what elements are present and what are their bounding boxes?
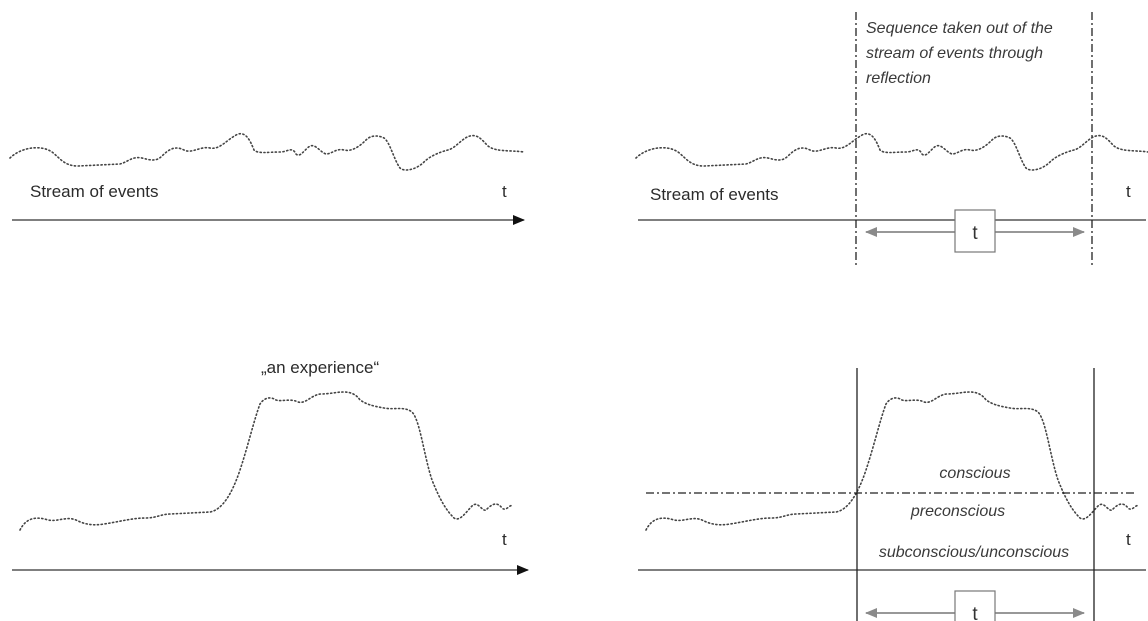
sequence-note-line-2: stream of events through xyxy=(866,45,1043,62)
event-stream-curve xyxy=(635,132,1148,171)
axis-t-label: t xyxy=(1126,530,1131,549)
axis-t-label: t xyxy=(502,530,507,549)
axis-t-label: t xyxy=(1126,182,1131,201)
panel-top-left: Stream of events t xyxy=(9,132,525,225)
duration-box xyxy=(954,590,996,621)
panel-top-right: Stream of events t Sequence taken out of… xyxy=(635,12,1148,268)
stream-of-events-label: Stream of events xyxy=(650,185,779,204)
axis-t-label: t xyxy=(502,182,507,201)
sequence-note-line-3: reflection xyxy=(866,70,931,87)
duration-t-label: t xyxy=(972,223,978,244)
stream-of-events-label: Stream of events xyxy=(30,182,159,201)
panel-bottom-right: conscious preconscious subconscious/unco… xyxy=(638,368,1146,621)
duration-box xyxy=(954,209,996,253)
duration-t-label: t xyxy=(972,604,978,621)
sequence-note-line-1: Sequence taken out of the xyxy=(866,20,1053,37)
subconscious-unconscious-label: subconscious/unconscious xyxy=(879,544,1069,561)
event-stream-curve xyxy=(9,132,525,171)
an-experience-label: „an experience“ xyxy=(261,358,379,377)
panel-bottom-left: „an experience“ t xyxy=(12,358,529,575)
experience-curve xyxy=(645,391,1139,531)
conscious-label: conscious xyxy=(939,465,1010,482)
preconscious-label: preconscious xyxy=(910,503,1005,520)
experience-curve xyxy=(19,391,513,531)
